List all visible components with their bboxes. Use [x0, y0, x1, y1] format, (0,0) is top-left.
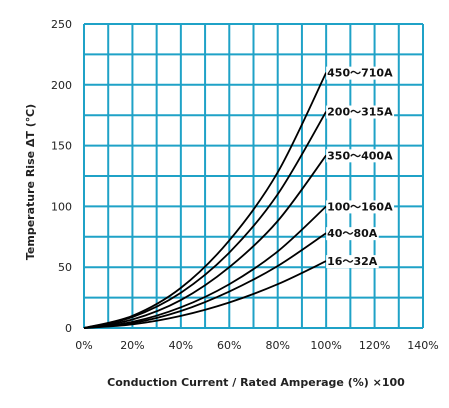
series-end-label: 200～315A: [327, 106, 393, 119]
series-end-label: 40～80A: [327, 227, 378, 240]
x-tick-label: 40%: [169, 339, 193, 352]
series-line: [83, 260, 327, 329]
series-label-background: [326, 255, 379, 269]
x-tick-label: 0%: [75, 339, 92, 352]
series-labels: 450～710A 200～315A 350～400A 100～160A 40～80A 16…: [326, 66, 395, 269]
y-tick-label: 50: [58, 261, 72, 274]
series-line: [83, 111, 327, 329]
series-label-background: [326, 149, 395, 163]
series-end-label: 100～160A: [327, 200, 393, 213]
chart-series: [83, 72, 327, 329]
series-end-label: 16～32A: [327, 255, 378, 268]
x-tick-label: 120%: [359, 339, 390, 352]
series-end-label: 350～400A: [327, 149, 393, 162]
series-label-background: [326, 200, 395, 214]
x-tick-label: 20%: [120, 339, 144, 352]
x-axis-title: Conduction Current / Rated Amperage (%) …: [107, 376, 405, 389]
series-end-label: 450～710A: [327, 67, 393, 80]
x-tick-label: 140%: [407, 339, 438, 352]
y-axis-title: Temperature Rise ΔT (℃): [24, 104, 37, 260]
series-line: [83, 232, 327, 329]
series-line: [83, 154, 327, 329]
series-label-background: [326, 105, 395, 119]
y-tick-label: 0: [65, 322, 72, 335]
x-tick-label: 60%: [217, 339, 241, 352]
series-label-background: [326, 66, 395, 80]
y-tick-label: 200: [51, 79, 72, 92]
y-tick-label: 250: [51, 18, 72, 31]
x-tick-label: 100%: [310, 339, 341, 352]
series-line: [83, 205, 327, 329]
x-tick-label: 80%: [265, 339, 289, 352]
series-line: [83, 72, 327, 329]
y-tick-label: 150: [51, 140, 72, 153]
y-tick-label: 100: [51, 200, 72, 213]
chart-ticks: 0% 20% 40% 60% 80% 100% 120% 140% 0 50 100 150 200 25…: [51, 18, 439, 352]
series-label-background: [326, 227, 379, 241]
